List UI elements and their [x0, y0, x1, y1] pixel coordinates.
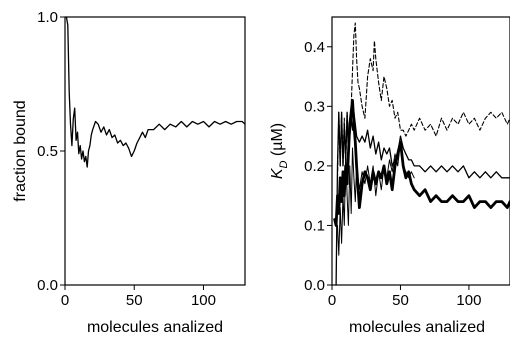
left-x-axis-label: molecules analized — [87, 319, 223, 336]
left-plot-frame — [64, 16, 246, 286]
left-y-tick-label: 1.0 — [37, 9, 58, 26]
left-series-line-solid — [65, 16, 246, 168]
right-y-tick-label: 0.2 — [304, 158, 325, 175]
right-y-axis-label-main: K — [269, 167, 286, 179]
right-series-line-dashed — [336, 22, 510, 179]
right-series-line-solid — [335, 111, 510, 286]
right-y-tick-label: 0.3 — [304, 98, 325, 115]
right-x-axis-label: molecules analized — [349, 319, 485, 336]
left-y-tick-label: 0.5 — [37, 143, 58, 160]
left-x-tick-label: 50 — [126, 292, 143, 309]
right-y-axis-label-unit: (µM) — [269, 123, 286, 161]
left-x-tick-label: 0 — [61, 292, 69, 309]
left-y-axis-label: fraction bound — [12, 100, 29, 201]
right-panel: 0 50 100 0.0 0.1 0.2 0.3 0.4 molecules analized… — [269, 16, 510, 336]
left-x-tick-label: 100 — [191, 292, 216, 309]
left-panel: 0 50 100 0.0 0.5 1.0 molecules analized fract… — [12, 9, 246, 336]
right-series-line-bold — [333, 99, 510, 227]
right-plot-frame — [331, 16, 510, 286]
right-x-tick-label: 50 — [392, 292, 409, 309]
left-y-tick-label: 0.0 — [37, 277, 58, 294]
right-y-axis-label-sub: D — [278, 160, 290, 168]
right-y-axis-label: KD (µM) — [269, 123, 290, 179]
right-y-tick-label: 0.1 — [304, 217, 325, 234]
right-x-tick-label: 100 — [456, 292, 481, 309]
right-y-tick-label: 0.0 — [304, 277, 325, 294]
right-x-tick-label: 0 — [328, 292, 336, 309]
right-y-tick-label: 0.4 — [304, 39, 325, 56]
